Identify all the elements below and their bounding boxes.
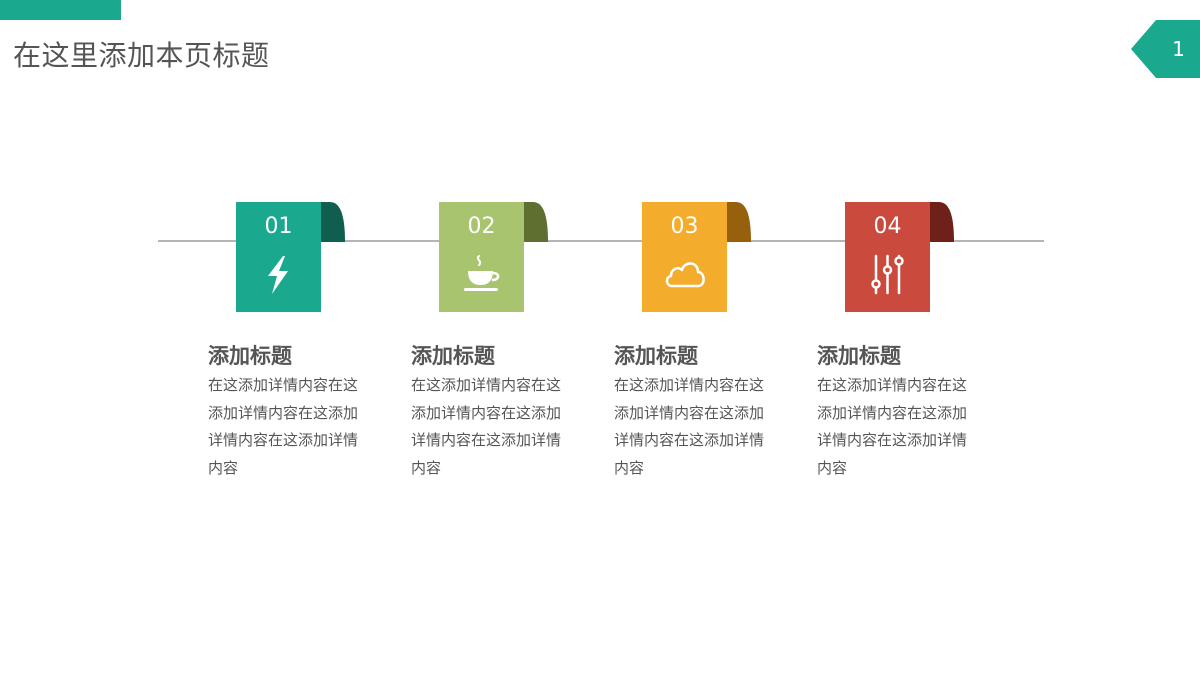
ribbon-tab: 01 [236,202,321,312]
badge-shape [1131,20,1200,78]
item-description: 在这添加详情内容在这添加详情内容在这添加详情内容在这添加详情内容 [817,376,968,477]
timeline-card-4: 04 添加标题 在这添加详情内容在这添加详情内容在这添加详情内容在这添加详情内容 [817,202,1035,502]
item-title: 添加标题 [411,344,495,368]
item-number: 04 [873,214,902,239]
item-number: 02 [467,214,496,239]
ribbon-tab: 04 [845,202,930,312]
timeline-line [158,240,1044,242]
timeline-card-2: 02 添加标题 在这添加详情内容在这添加详情内容在这添加详情内容在这添加详情内容 [411,202,629,502]
coffee-cup-icon [464,255,500,291]
item-description: 在这添加详情内容在这添加详情内容在这添加详情内容在这添加详情内容 [208,376,359,477]
ribbon-fold [724,202,751,242]
item-number: 03 [670,214,699,239]
timeline-card-3: 03 添加标题 在这添加详情内容在这添加详情内容在这添加详情内容在这添加详情内容 [614,202,832,502]
ribbon-fold [927,202,954,242]
item-title: 添加标题 [614,344,698,368]
page-number: 1 [1172,37,1185,61]
item-title: 添加标题 [817,344,901,368]
sliders-icon [871,254,904,295]
page-title: 在这里添加本页标题 [13,39,270,72]
cloud-icon [665,262,705,288]
timeline-card-1: 01 添加标题 在这添加详情内容在这添加详情内容在这添加详情内容在这添加详情内容 [208,202,426,502]
ribbon-fold [318,202,345,242]
top-accent-bar [0,0,121,20]
ribbon-fold [521,202,548,242]
lightning-icon [268,256,288,294]
ribbon-tab: 03 [642,202,727,312]
item-description: 在这添加详情内容在这添加详情内容在这添加详情内容在这添加详情内容 [411,376,562,477]
ribbon-tab: 02 [439,202,524,312]
item-number: 01 [264,214,293,239]
page-number-badge: 1 [1131,20,1200,78]
item-description: 在这添加详情内容在这添加详情内容在这添加详情内容在这添加详情内容 [614,376,765,477]
item-title: 添加标题 [208,344,292,368]
